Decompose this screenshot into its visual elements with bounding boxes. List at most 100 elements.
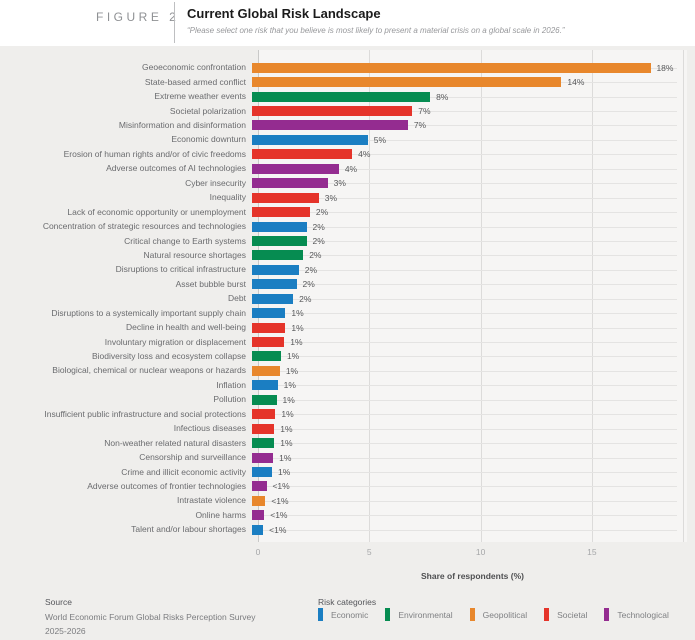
risk-label: Misinformation and disinformation (118, 120, 246, 130)
row-gridline (252, 385, 677, 387)
risk-row: Infectious diseases 1% (0, 421, 695, 435)
risk-value-label: 1% (280, 423, 293, 434)
risk-row: Biological, chemical or nuclear weapons … (0, 364, 695, 378)
risk-bar-track: 2% (252, 263, 681, 277)
risk-bar-societal (252, 149, 353, 160)
risk-bar-track: 1% (252, 407, 681, 421)
risk-value-label: 14% (567, 77, 585, 88)
row-gridline (252, 342, 677, 344)
risk-row: Cyber insecurity 3% (0, 176, 695, 190)
x-tick-5: 5 (366, 547, 372, 557)
risk-bar-technological (252, 120, 408, 131)
risk-label: Adverse outcomes of AI technologies (106, 163, 246, 174)
risk-row: Misinformation and disinformation 7% (0, 118, 695, 132)
risk-row: Inequality 3% (0, 190, 695, 204)
row-gridline (252, 197, 677, 199)
risk-label: Lack of economic opportunity or unemploy… (67, 206, 246, 217)
risk-row: Debt 2% (0, 292, 695, 306)
risk-value-label: 1% (278, 466, 291, 477)
risk-bar-societal (252, 423, 275, 434)
risk-value-label: 2% (315, 207, 329, 218)
row-gridline (252, 255, 677, 257)
row-gridline (252, 168, 677, 170)
row-gridline (252, 240, 677, 242)
plot-right-border (683, 50, 684, 542)
legend-item-economic: Economic (318, 608, 368, 621)
risk-value-label: 1% (290, 337, 303, 348)
risk-bar-economic (252, 221, 307, 232)
row-gridline (252, 96, 677, 98)
risk-bar-track: 8% (252, 89, 681, 103)
risk-row: Inflation 1% (0, 378, 695, 392)
risk-row: State-based armed conflict 14% (0, 75, 695, 89)
risk-bar-track: 2% (252, 219, 681, 233)
risk-bar-societal (252, 409, 276, 420)
row-gridline (252, 183, 677, 185)
risk-value-label: <1% (272, 481, 290, 492)
risk-bar-societal (252, 337, 285, 348)
row-gridline (252, 154, 677, 156)
risk-label: Adverse outcomes of frontier technologie… (87, 480, 246, 491)
row-gridline (252, 226, 677, 228)
risk-label: Disruptions to a systemically important … (51, 307, 246, 318)
risk-bar-geopolitical (252, 365, 280, 376)
risk-row: Natural resource shortages 2% (0, 248, 695, 262)
risk-value-label: 2% (302, 279, 315, 290)
risk-label: Erosion of human rights and/or of civic … (63, 148, 246, 159)
risk-bar-economic (252, 380, 278, 391)
risk-bar-track: 1% (252, 335, 681, 349)
risk-value-label: 5% (373, 134, 387, 145)
row-gridline (252, 327, 677, 329)
x-axis-label: Share of respondents (%) (421, 571, 524, 581)
risk-value-label: <1% (270, 510, 288, 521)
risk-value-label: 8% (436, 91, 449, 102)
risk-bar-environmental (252, 394, 277, 405)
row-gridline (252, 457, 677, 459)
risk-bar-technological (252, 481, 267, 492)
risk-value-label: 3% (324, 192, 338, 203)
risk-label: Disruptions to critical infrastructure (115, 264, 246, 275)
risk-label: Critical change to Earth systems (124, 235, 246, 246)
risk-bar-track: 5% (252, 133, 681, 147)
risk-label: Natural resource shortages (143, 249, 246, 260)
risk-label: Involuntary migration or displacement (104, 336, 246, 347)
risk-bar-track: <1% (252, 523, 681, 537)
risk-row: Erosion of human rights and/or of civic … (0, 147, 695, 161)
header-divider (174, 2, 175, 43)
risk-label: Geoeconomic confrontation (142, 62, 246, 73)
risk-bar-geopolitical (252, 62, 651, 73)
risk-row: Biodiversity loss and ecosystem collapse… (0, 349, 695, 363)
risk-bar-track: <1% (252, 494, 681, 508)
risk-value-label: 1% (282, 394, 295, 405)
plot-area (258, 50, 687, 542)
figure-header: FIGURE 2 Current Global Risk Landscape “… (0, 0, 695, 46)
row-gridline (252, 399, 677, 401)
risk-bar-economic (252, 264, 299, 275)
risk-bar-societal (252, 322, 286, 333)
risk-value-label: 2% (309, 250, 322, 261)
legend-swatch-environmental (385, 608, 391, 621)
risk-value-label: 4% (358, 149, 371, 160)
risk-row: Insufficient public infrastructure and s… (0, 407, 695, 421)
risk-bar-economic (252, 466, 272, 477)
row-gridline (252, 471, 677, 473)
risk-value-label: <1% (269, 524, 287, 535)
risk-value-label: 2% (312, 235, 325, 246)
risk-bar-track: <1% (252, 479, 681, 493)
risk-label: Societal polarization (169, 105, 246, 116)
risk-row: Economic downturn 5% (0, 133, 695, 147)
legend-heading: Risk categories (318, 597, 377, 607)
risk-bar-track: 2% (252, 205, 681, 219)
x-tick-0: 0 (255, 547, 261, 557)
row-gridline (252, 370, 677, 372)
risk-row: Societal polarization 7% (0, 104, 695, 118)
risk-bar-technological (252, 163, 339, 174)
risk-bar-track: 7% (252, 104, 681, 118)
risk-label: Extreme weather events (154, 91, 246, 102)
risk-bar-environmental (252, 235, 307, 246)
risk-row: Concentration of strategic resources and… (0, 219, 695, 233)
risk-bar-track: 1% (252, 306, 681, 320)
risk-bar-track: 4% (252, 162, 681, 176)
risk-bar-track: 1% (252, 378, 681, 392)
